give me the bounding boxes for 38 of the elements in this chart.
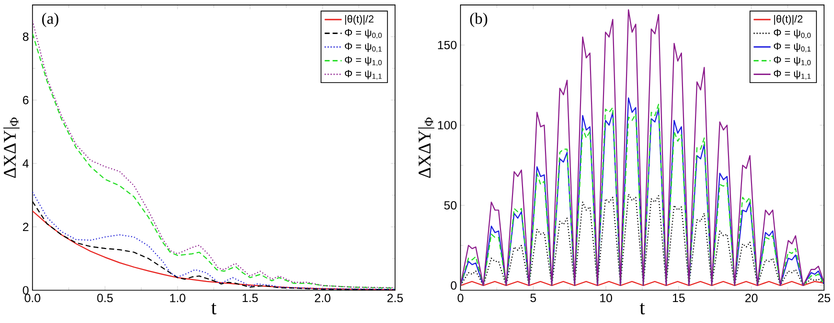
y-tick-label: 2 <box>22 222 28 232</box>
y-axis-title: ΔXΔY|$_{Φ}$ <box>418 118 434 178</box>
x-tick-label: 10 <box>600 294 612 302</box>
y-tick-label: 100 <box>438 120 457 130</box>
legend-label: |θ(t)|/2 <box>774 15 802 25</box>
y-axis-title: ΔXΔY|$_{Φ}$ <box>3 118 20 178</box>
legend-label: Φ = ψ$_{0,0}$ <box>774 29 811 39</box>
x-tick-label: 20 <box>745 294 758 302</box>
x-tick-label: 0.0 <box>24 294 40 302</box>
y-tick-label: 0 <box>450 281 457 290</box>
y-tick-label: 0 <box>22 286 29 294</box>
x-axis-title: t <box>640 303 645 314</box>
y-tick-label: 4 <box>22 159 29 168</box>
legend-label: Φ = ψ$_{1,0}$ <box>344 56 382 66</box>
legend-label: Φ = ψ$_{1,1}$ <box>344 70 382 80</box>
annotation: (a) <box>42 12 58 28</box>
legend-label: |θ(t)|/2 <box>345 15 374 25</box>
x-axis-title: t <box>211 303 216 314</box>
x-tick-label: 5 <box>530 294 536 302</box>
x-tick-label: 2.5 <box>387 294 403 302</box>
y-tick-label: 8 <box>22 32 28 41</box>
legend-label: Φ = ψ$_{0,1}$ <box>344 42 382 52</box>
legend-label: Φ = ψ$_{1,0}$ <box>774 56 811 66</box>
y-tick-label: 150 <box>438 40 457 50</box>
x-tick-label: 15 <box>672 294 685 302</box>
annotation: (b) <box>470 12 488 28</box>
x-tick-label: 0 <box>458 294 464 302</box>
x-tick-label: 0.5 <box>97 294 113 302</box>
x-tick-label: 2.0 <box>314 294 330 302</box>
y-tick-label: 50 <box>444 201 457 210</box>
line-series <box>460 9 824 286</box>
legend-label: Φ = ψ$_{0,0}$ <box>344 29 382 39</box>
y-tick-label: 6 <box>22 96 28 104</box>
x-tick-label: 25 <box>818 294 830 302</box>
legend-label: Φ = ψ$_{0,1}$ <box>774 42 811 52</box>
x-tick-label: 1.0 <box>170 294 186 302</box>
legend-label: Φ = ψ$_{1,1}$ <box>774 70 811 80</box>
x-tick-label: 1.5 <box>242 294 258 302</box>
